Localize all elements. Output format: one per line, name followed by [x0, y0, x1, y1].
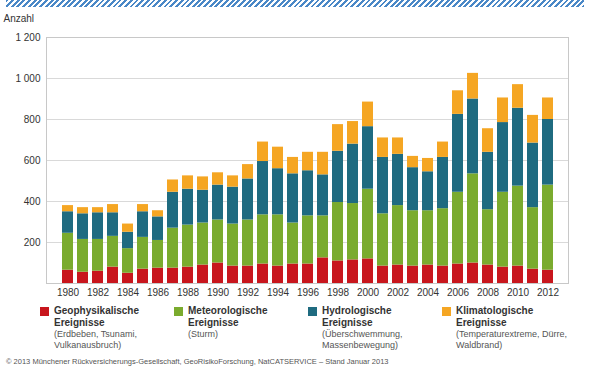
svg-text:Anzahl: Anzahl [4, 13, 35, 24]
html-text:Klimatologische Ereignisse: Klimatologische Ereignisse [456, 305, 534, 328]
svg-text:1996: 1996 [297, 287, 320, 298]
svg-text:2010: 2010 [507, 287, 530, 298]
svg-text:600: 600 [24, 155, 41, 166]
svg-text:2002: 2002 [387, 287, 410, 298]
html-text:© 2013 Münchener Rückversicher: © 2013 Münchener Rückversicherungs-Gesel… [6, 357, 389, 366]
html-text:(Erdbeben, Tsunami, Vulkanausb: (Erdbeben, Tsunami, Vulkanausbruch) [54, 329, 137, 350]
svg-text:1998: 1998 [327, 287, 350, 298]
svg-text:1986: 1986 [147, 287, 170, 298]
html-text:Hydrologische Ereignisse: Hydrologische Ereignisse [322, 305, 392, 328]
svg-text:1994: 1994 [267, 287, 290, 298]
svg-text:200: 200 [24, 237, 41, 248]
html-text:Meteorologische Ereignisse: Meteorologische Ereignisse [188, 305, 268, 328]
svg-text:1984: 1984 [117, 287, 140, 298]
html-text:(Überschwemmung, Massenbewegun: (Überschwemmung, Massenbewegung) [322, 329, 403, 350]
svg-text:1 000: 1 000 [15, 73, 40, 84]
html-text:Geophysikalische Ereignisse: Geophysikalische Ereignisse [54, 305, 139, 328]
svg-text:2006: 2006 [447, 287, 470, 298]
svg-text:1982: 1982 [87, 287, 110, 298]
svg-text:1988: 1988 [177, 287, 200, 298]
html-text:(Sturm): (Sturm) [188, 329, 218, 339]
svg-text:1980: 1980 [57, 287, 80, 298]
svg-text:1 200: 1 200 [15, 32, 40, 43]
svg-text:2012: 2012 [537, 287, 560, 298]
svg-text:1990: 1990 [207, 287, 230, 298]
svg-text:2000: 2000 [357, 287, 380, 298]
svg-text:2004: 2004 [417, 287, 440, 298]
svg-text:2008: 2008 [477, 287, 500, 298]
svg-text:1992: 1992 [237, 287, 260, 298]
svg-text:800: 800 [24, 114, 41, 125]
svg-text:400: 400 [24, 196, 41, 207]
html-text:(Temperaturextreme, Dürre, Wal: (Temperaturextreme, Dürre, Waldbrand) [456, 329, 567, 350]
